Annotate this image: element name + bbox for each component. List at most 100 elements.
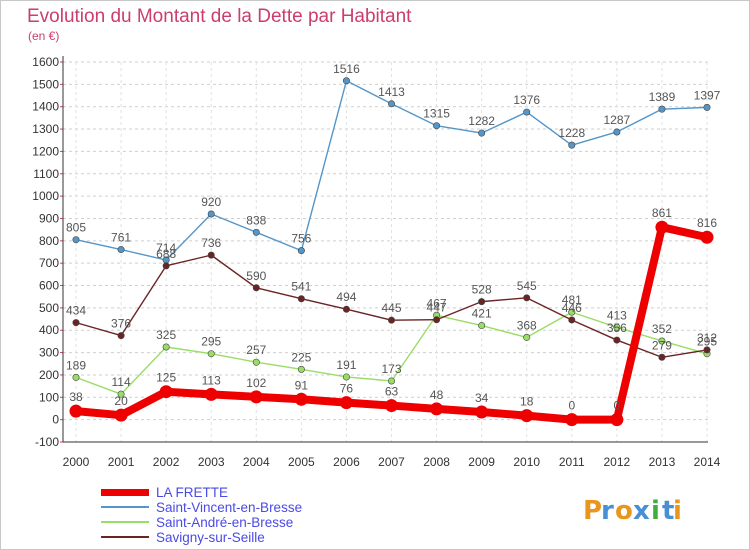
y-tick-label: 100 (39, 390, 59, 404)
chart-title: Evolution du Montant de la Dette par Hab… (27, 6, 412, 27)
y-tick-label: 1600 (32, 55, 59, 69)
data-point (342, 305, 350, 313)
data-point (159, 385, 173, 399)
data-point (385, 399, 398, 413)
x-tick-label: 2010 (513, 455, 540, 469)
data-label: 1413 (378, 85, 405, 99)
data-label: 125 (156, 371, 176, 385)
x-tick-label: 2014 (694, 455, 721, 469)
data-point (565, 413, 579, 427)
data-label: 481 (562, 293, 582, 307)
data-series (69, 77, 714, 427)
data-point (703, 103, 711, 111)
data-label: 494 (336, 290, 356, 304)
legend-item-la-frette: LA FRETTE (101, 485, 361, 500)
legend-swatch-saint-andre (101, 521, 149, 523)
data-point (297, 247, 305, 255)
data-point (478, 322, 486, 330)
data-point (342, 373, 350, 381)
x-tick-label: 2000 (63, 455, 90, 469)
data-point (523, 108, 531, 116)
proxiti-logo: Pr o x i ti (583, 496, 682, 526)
logo-letter: P (583, 496, 602, 526)
data-label: 1376 (513, 93, 540, 107)
data-label: 920 (201, 195, 221, 209)
x-tick-label: 2003 (198, 455, 225, 469)
data-point (294, 392, 308, 406)
data-point (478, 298, 486, 306)
y-tick-label: 400 (39, 323, 59, 337)
data-point (207, 350, 215, 358)
data-point (703, 346, 711, 354)
data-point (655, 220, 669, 234)
data-label: 445 (381, 301, 401, 315)
logo-letter: i (651, 496, 660, 526)
data-label: 1287 (604, 113, 631, 127)
chart-legend: LA FRETTE Saint-Vincent-en-Bresse Saint-… (101, 485, 361, 545)
legend-swatch-saint-vincent (101, 506, 149, 508)
data-point (613, 336, 621, 344)
legend-label: Saint-André-en-Bresse (156, 515, 294, 530)
data-point (568, 308, 576, 316)
data-point (204, 387, 218, 401)
data-label: 368 (517, 318, 537, 332)
data-point (117, 246, 125, 254)
data-label: 325 (156, 328, 176, 342)
data-point (207, 251, 215, 259)
data-label: 467 (427, 296, 447, 310)
x-tick-label: 2012 (604, 455, 631, 469)
chart-unit-label: (en €) (28, 29, 60, 43)
data-point (342, 77, 350, 85)
data-label: 714 (156, 241, 176, 255)
legend-swatch-savigny (101, 536, 149, 538)
data-label: 0 (568, 399, 575, 413)
data-point (610, 413, 624, 427)
data-point (117, 390, 125, 398)
data-point (475, 405, 489, 419)
y-tick-label: 500 (39, 301, 59, 315)
x-tick-label: 2008 (423, 455, 450, 469)
data-point (387, 316, 395, 324)
y-tick-label: 800 (39, 234, 59, 248)
data-point (658, 353, 666, 361)
data-label: 352 (652, 322, 672, 336)
y-tick-label: 1100 (33, 167, 59, 181)
data-label: 761 (111, 231, 131, 245)
data-label: 1516 (333, 62, 360, 76)
data-point (568, 316, 576, 324)
y-tick-label: 600 (39, 279, 59, 293)
data-point (478, 129, 486, 137)
y-tick-label: 1500 (32, 77, 59, 91)
data-point (114, 408, 128, 422)
data-label: 225 (291, 350, 311, 364)
y-tick-label: 200 (39, 368, 59, 382)
x-tick-label: 2011 (559, 455, 585, 469)
data-label: 295 (201, 335, 221, 349)
data-label: 76 (340, 382, 354, 396)
data-label: 376 (111, 317, 131, 331)
data-label: 48 (430, 388, 444, 402)
y-tick-label: 0 (52, 413, 59, 427)
data-point (252, 228, 260, 236)
data-label: 20 (114, 394, 128, 408)
legend-item-savigny: Savigny-sur-Seille (101, 530, 361, 545)
data-point (69, 404, 83, 418)
data-point (117, 332, 125, 340)
logo-letter: i (673, 496, 682, 526)
data-point (433, 316, 441, 324)
data-label: 447 (427, 301, 447, 315)
y-tick-label: -100 (35, 435, 59, 449)
data-label: 279 (652, 338, 672, 352)
data-label: 756 (291, 232, 311, 246)
y-tick-label: 1300 (32, 122, 59, 136)
data-point (162, 343, 170, 351)
data-label: 541 (291, 280, 311, 294)
data-label: 528 (472, 283, 492, 297)
x-tick-label: 2013 (649, 455, 676, 469)
data-label: 173 (381, 362, 401, 376)
data-point (252, 284, 260, 292)
x-tick-label: 2002 (153, 455, 180, 469)
data-label: 1397 (694, 88, 721, 102)
